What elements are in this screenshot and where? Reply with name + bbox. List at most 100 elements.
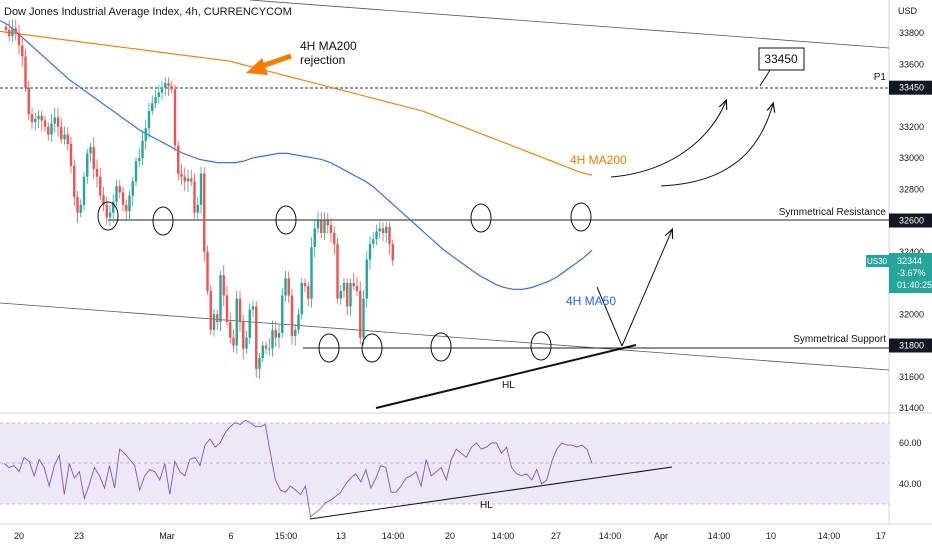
candle [105, 196, 108, 225]
rsi-band [0, 423, 889, 504]
candle [323, 212, 326, 240]
candle [147, 102, 151, 138]
candle [167, 77, 170, 97]
price-level-tag [889, 80, 932, 95]
resistance-label: Symmetrical Resistance [779, 207, 887, 218]
candle [268, 338, 271, 356]
price-axis[interactable]: 33800 33600 33450 33200 33000 32800 32600 32400… [889, 28, 932, 413]
candle [261, 341, 264, 363]
candle [151, 95, 154, 116]
candle [294, 323, 297, 346]
rejection-arrow [246, 53, 292, 75]
candle [118, 179, 121, 198]
touch-circle [152, 206, 174, 236]
rsi-hl-label: HL [480, 500, 493, 511]
candle [359, 281, 362, 345]
candle [225, 285, 229, 327]
time-tick-label: 23 [74, 531, 84, 541]
candle [229, 313, 232, 344]
candle [222, 265, 225, 306]
current-price-tag: US30 32344 -3.67% 01:40:25 [866, 253, 932, 293]
candle [47, 122, 50, 141]
time-tick-label: 14:00 [599, 531, 622, 541]
projection-curve-1 [610, 101, 726, 178]
price-tick-label: 33000 [899, 153, 924, 163]
candle [27, 80, 30, 120]
candle [290, 289, 294, 345]
hl-label: HL [502, 380, 515, 391]
candle [203, 167, 206, 262]
candle [365, 251, 368, 308]
price-tick-label: 31600 [899, 372, 924, 382]
candle [66, 127, 69, 151]
price-tick-label: 31400 [899, 403, 924, 413]
time-tick-label: 14:00 [492, 531, 515, 541]
rejection-label-2: rejection [300, 53, 345, 67]
candle [50, 113, 53, 142]
candle [112, 194, 115, 223]
candle [92, 137, 95, 179]
target-callout: 33450 [758, 47, 805, 87]
price-tick-label: 33600 [899, 59, 924, 69]
candle [160, 81, 164, 101]
touch-circle [97, 201, 119, 231]
candle [144, 119, 147, 150]
projection-curve-2 [660, 104, 773, 187]
target-value: 33450 [764, 52, 798, 66]
candle [375, 224, 378, 246]
time-tick-label: Mar [159, 531, 175, 541]
candle [186, 169, 190, 193]
price-tag-change: -3.67% [897, 268, 926, 278]
candle [255, 301, 258, 378]
rsi-axis[interactable]: 60.00 40.00 [899, 438, 922, 489]
candle [11, 19, 14, 43]
candle [277, 324, 281, 349]
candle [264, 341, 268, 355]
time-tick-label: 10 [766, 531, 776, 541]
time-tick-label: 17 [876, 531, 886, 541]
touch-circle [318, 333, 340, 363]
time-axis[interactable]: 20 23 Mar 6 15:00 13 14:00 20 14:00 27 14:00 Apr 14:… [14, 531, 886, 541]
candle [248, 303, 251, 344]
ma50-label: 4H MA50 [566, 294, 616, 308]
candle [385, 221, 388, 243]
candle [235, 290, 238, 354]
candle [303, 278, 307, 293]
touch-circle [470, 203, 492, 233]
candle [216, 309, 219, 330]
candle [60, 118, 63, 144]
price-tick-label: 32600 [899, 216, 924, 226]
candle [326, 213, 329, 234]
candle [349, 278, 352, 317]
candle [89, 142, 92, 162]
candle [219, 270, 222, 332]
candle [316, 211, 320, 233]
channel-upper-line [249, 0, 890, 49]
price-tick-label: 33200 [899, 122, 924, 132]
candle [300, 278, 303, 320]
candle [115, 179, 118, 206]
candle [212, 309, 216, 337]
candle [37, 110, 40, 129]
candle [138, 148, 141, 168]
price-tag-price: 32344 [897, 256, 922, 266]
currency-label: USD [898, 6, 918, 16]
candle [131, 177, 134, 206]
candle [108, 205, 112, 227]
candle [284, 270, 287, 302]
candle [251, 300, 255, 318]
price-tick-label: 31800 [899, 341, 924, 351]
candle [95, 159, 99, 188]
projection-up [621, 230, 672, 347]
candle [346, 278, 349, 316]
price-level-tag [889, 213, 932, 228]
candle [378, 222, 381, 239]
candle [245, 330, 248, 354]
time-tick-label: 20 [14, 531, 24, 541]
ma50-line [0, 20, 593, 290]
candle [287, 271, 290, 303]
price-tag-symbol: US30 [867, 257, 888, 266]
candle [164, 77, 167, 97]
rejection-label: 4H MA200 [300, 39, 357, 53]
